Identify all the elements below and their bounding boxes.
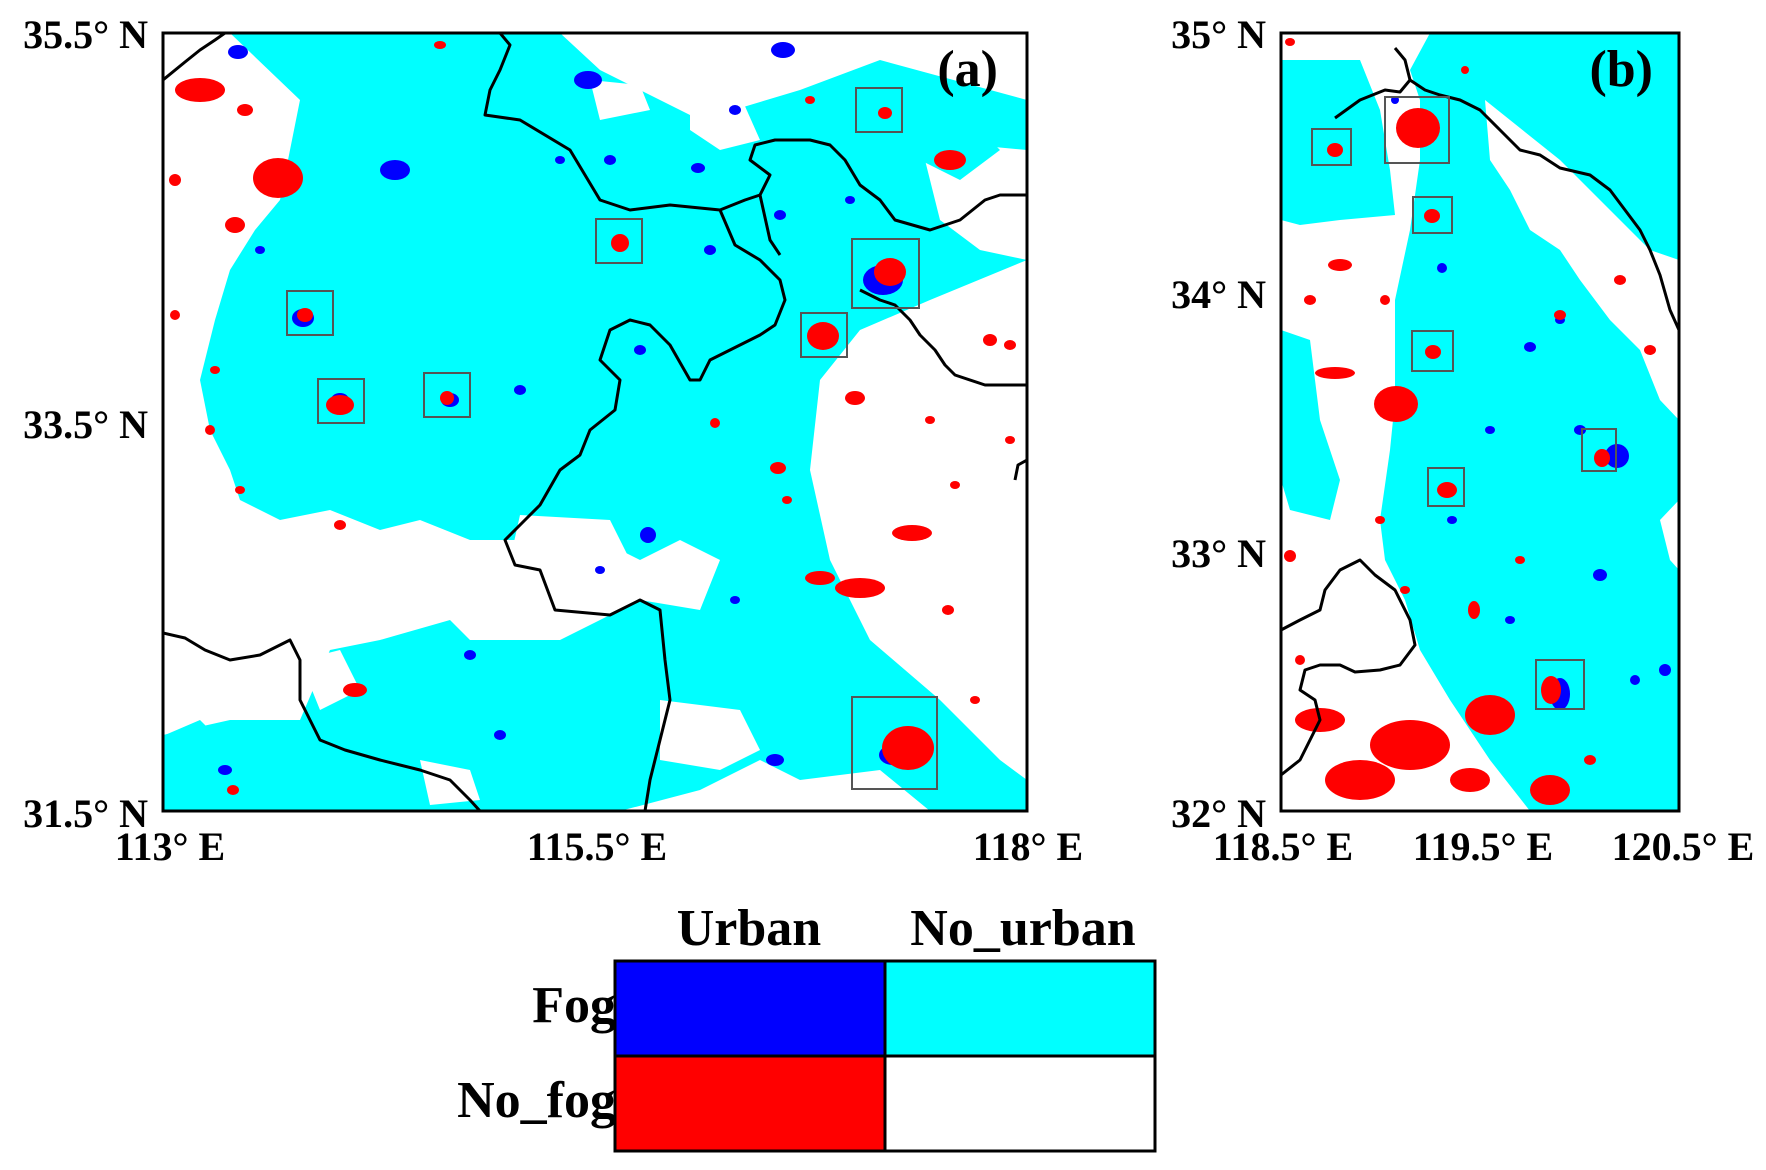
- panel-a-y-tick-label: 31.5° N: [23, 791, 148, 836]
- legend-col-header-urban: Urban: [677, 900, 822, 957]
- panel-b-y-tick-labels: 35° N 34° N 33° N 32° N: [1171, 12, 1266, 836]
- panel-a-y-tick-label: 33.5° N: [23, 402, 148, 447]
- panel-a-y-tick-label: 35.5° N: [23, 12, 148, 57]
- panel-a-label: (a): [937, 41, 998, 98]
- panel-a-fog-field: [163, 33, 1027, 811]
- panel-b-label: (b): [1589, 41, 1653, 98]
- panel-a-x-tick-labels: 113° E 115.5° E 118° E: [115, 824, 1083, 869]
- panel-b-x-tick-labels: 118.5° E 119.5° E 120.5° E: [1213, 824, 1755, 869]
- panel-a-province-boundaries: [163, 33, 1027, 811]
- legend-swatch-fog-urban: [613, 959, 887, 1058]
- panel-b-city-boxes: [1311, 96, 1617, 710]
- panel-a-x-tick-label: 118° E: [973, 824, 1083, 869]
- panel-a-x-tick-label: 115.5° E: [527, 824, 667, 869]
- legend-swatch-no-fog-no-urban: [883, 1054, 1157, 1153]
- panel-a-frame: [161, 31, 1029, 813]
- panel-b-map: (b) 35° N 34° N 33° N 32° N 118.5° E 119…: [1171, 12, 1754, 869]
- panel-b-fog-field: [1281, 33, 1679, 811]
- legend-swatch-fog-no-urban: [883, 959, 1157, 1058]
- legend-row-header-no-fog: No_fog: [457, 1072, 616, 1129]
- panel-a-city-boxes: [286, 87, 938, 790]
- panel-b-y-tick-label: 34° N: [1171, 272, 1266, 317]
- panel-b-y-tick-label: 35° N: [1171, 12, 1266, 57]
- panel-b-province-boundaries: [1281, 47, 1679, 777]
- panel-a-map: (a) 35.5° N 33.5° N 31.5° N 113° E 115.5…: [23, 12, 1083, 869]
- panel-b-x-tick-label: 118.5° E: [1213, 824, 1353, 869]
- legend: Urban No_urban Fog No_fog: [457, 900, 1157, 1153]
- panel-b-frame: [1279, 31, 1681, 813]
- panel-b-x-tick-label: 120.5° E: [1612, 824, 1755, 869]
- legend-col-header-no-urban: No_urban: [910, 900, 1135, 957]
- panel-b-x-tick-label: 119.5° E: [1413, 824, 1553, 869]
- panel-a-no-fog-urban-pixels: [169, 41, 1016, 795]
- legend-swatch-no-fog-urban: [613, 1054, 887, 1153]
- legend-row-header-fog: Fog: [532, 977, 616, 1034]
- panel-a-fog-urban-pixels: [218, 42, 907, 775]
- panel-b-y-tick-label: 33° N: [1171, 531, 1266, 576]
- panel-a-x-tick-label: 113° E: [115, 824, 225, 869]
- panel-b-no-fog-urban-pixels: [1284, 38, 1656, 805]
- panel-b-y-tick-label: 32° N: [1171, 791, 1266, 836]
- panel-a-y-tick-labels: 35.5° N 33.5° N 31.5° N: [23, 12, 148, 836]
